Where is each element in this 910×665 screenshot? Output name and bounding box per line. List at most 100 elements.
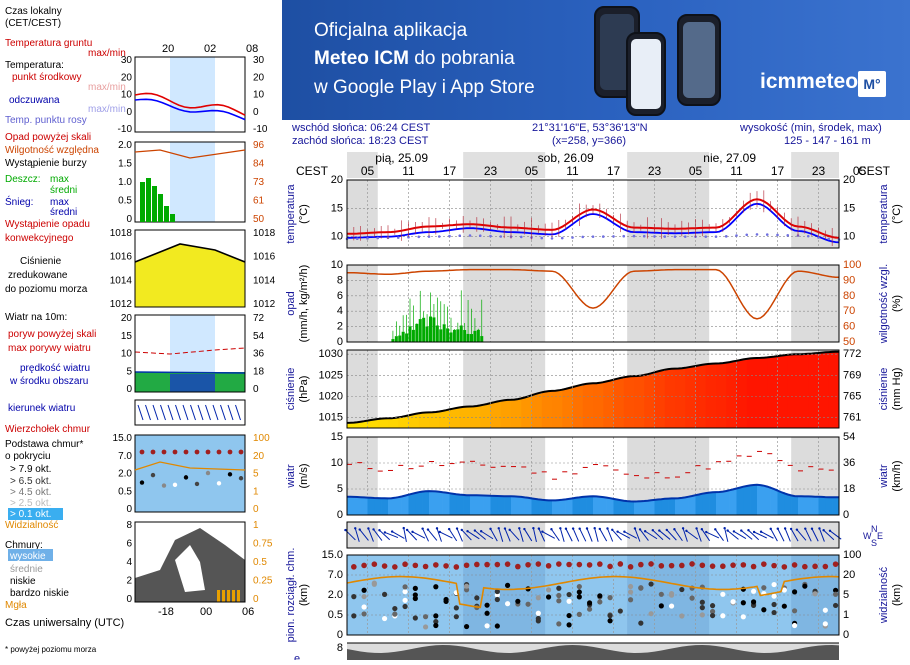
pressure-fill xyxy=(777,355,789,428)
leg-cloud-top-dot xyxy=(172,449,178,455)
wind-speed-fill xyxy=(545,500,553,515)
wind-arrow xyxy=(359,529,369,541)
wind-arrow-head xyxy=(700,527,704,531)
wind-arrow xyxy=(634,528,641,542)
wind-arrow-head xyxy=(828,529,832,533)
leg-fog-bar xyxy=(232,590,235,602)
leg-cloudbase-tick-left: 0 xyxy=(126,504,132,515)
wind-arrow-head xyxy=(638,528,642,531)
precip-night-band xyxy=(791,265,839,342)
wind-arrow xyxy=(594,528,599,542)
precip-tick-left: 0 xyxy=(337,336,343,348)
wind-arrow xyxy=(724,528,729,542)
cloud-base-dot xyxy=(381,591,388,598)
precip-night-band xyxy=(463,265,546,342)
pressure-fill xyxy=(654,370,666,428)
hour-label: 23 xyxy=(812,164,826,178)
wind-arrow-head xyxy=(585,527,589,530)
wind-arrow xyxy=(611,529,622,541)
leg-wind-tick-left: 5 xyxy=(126,366,132,377)
wind-arrow-head xyxy=(593,527,596,530)
precip-right-axis: wilgotność wzgl. (%) xyxy=(878,264,903,344)
wind-speed-fill xyxy=(743,485,751,515)
leg-pressure-l1: Ciśnienie xyxy=(20,256,62,267)
cloud-top-dot xyxy=(545,563,552,569)
wind-speed-fill xyxy=(716,491,724,515)
cloud-base-dot xyxy=(556,585,562,591)
compass-e: E xyxy=(877,531,883,541)
leg-okt1: > 7.9 okt. xyxy=(10,464,51,475)
rain-bar xyxy=(473,330,477,342)
wind-arrow xyxy=(760,531,774,539)
wind-arrow-head xyxy=(503,527,507,530)
wind-left-axis-label: wiatr xyxy=(285,464,297,489)
cloud-base-dot xyxy=(566,598,572,604)
wind-arrow xyxy=(586,528,593,542)
wind-tick-right: 0 xyxy=(843,509,849,521)
wind-right-axis-label: wiatr xyxy=(878,464,890,489)
precip-right-axis-unit: (%) xyxy=(891,295,903,312)
precip-tick-right: 70 xyxy=(843,305,855,317)
legend-panel: Czas lokalny (CET/CEST) 20 02 08 30 20 10 0 -10 30… xyxy=(0,0,282,660)
cloud-base-dot xyxy=(412,615,418,621)
wind-speed-fill xyxy=(408,493,416,515)
wind-tick-right: 54 xyxy=(843,431,855,443)
cloudbase-tick-left: 2.0 xyxy=(328,589,343,601)
wind-speed-fill xyxy=(722,490,730,515)
wind-speed-fill xyxy=(661,498,669,515)
cloud-base-dot xyxy=(504,582,511,588)
wind-arrow-head xyxy=(665,528,668,532)
leg-dew: Temp. punktu rosy xyxy=(5,115,87,126)
pressure-fill xyxy=(367,419,379,428)
phone-image-3 xyxy=(677,14,721,106)
leg-dir-arrow xyxy=(190,404,196,421)
rain-bar xyxy=(480,336,484,342)
cloudbase-tick-right: 100 xyxy=(843,549,861,561)
cloudbase-frame xyxy=(346,554,840,636)
wind-arrow xyxy=(436,528,442,542)
leg-wind-tick-right: 72 xyxy=(253,313,265,324)
leg-cloud-top-dot xyxy=(205,449,211,455)
wind-arrow-head xyxy=(523,527,526,531)
utc-label: Czas uniwersalny (UTC) xyxy=(5,617,124,629)
cloud-base-dot xyxy=(433,584,439,590)
wind-arrow xyxy=(740,530,753,540)
leg-clouds-tick-left: 0 xyxy=(126,594,132,605)
cloudbase-left-axis: pion. rozciągł. chm. (km) xyxy=(285,548,310,643)
legend-svg: Czas lokalny(CET/CEST)20 02 083020100-1030… xyxy=(5,6,276,654)
leg-dir-arrow xyxy=(167,404,174,421)
wind-arrow-head xyxy=(354,527,357,530)
wind-arrow xyxy=(686,530,699,540)
wind-arrow xyxy=(572,528,580,542)
wind-arrow xyxy=(753,531,767,539)
wind-speed-fill xyxy=(654,499,662,515)
wind-arrow xyxy=(823,529,835,541)
leg-rain-max: max xyxy=(50,174,69,185)
pressure-fill xyxy=(388,418,399,428)
leg-clouds-title: Chmury: xyxy=(5,540,43,551)
temp-right-axis: temperatura (°C) xyxy=(878,183,903,243)
local-hour-tick: 02 xyxy=(204,43,216,55)
wind-arrow xyxy=(412,531,426,539)
wind-speed-fill xyxy=(483,495,491,515)
wind-arrow xyxy=(682,528,688,542)
cloud-top-dot xyxy=(761,561,767,567)
cloud-base-dot xyxy=(607,595,613,601)
banner-line-2-rest: do pobrania xyxy=(409,48,515,69)
leg-cloud-top-dot xyxy=(238,449,244,455)
pressure-fill xyxy=(521,396,532,428)
cloudbase-left-axis-label: pion. rozciągł. chm. xyxy=(285,548,297,643)
leg-storm: Wystąpienie burzy xyxy=(5,158,87,169)
rain-bar xyxy=(398,335,402,342)
wind-speed-fill xyxy=(688,496,696,515)
app-promo-banner[interactable]: Oficjalna aplikacja Meteo ICM do pobrani… xyxy=(282,0,910,120)
temp-tick-left: 20 xyxy=(331,174,343,186)
pressure-fill xyxy=(634,375,645,428)
cloud-base-dot xyxy=(627,597,634,603)
dew-point-dot xyxy=(550,237,554,240)
cloud-base-dot xyxy=(679,586,685,593)
leg-clouds-low: niskie xyxy=(10,576,36,587)
pressure-fill xyxy=(623,376,635,428)
leg-dir-arrow xyxy=(235,404,241,421)
hour-label: 17 xyxy=(607,164,621,178)
